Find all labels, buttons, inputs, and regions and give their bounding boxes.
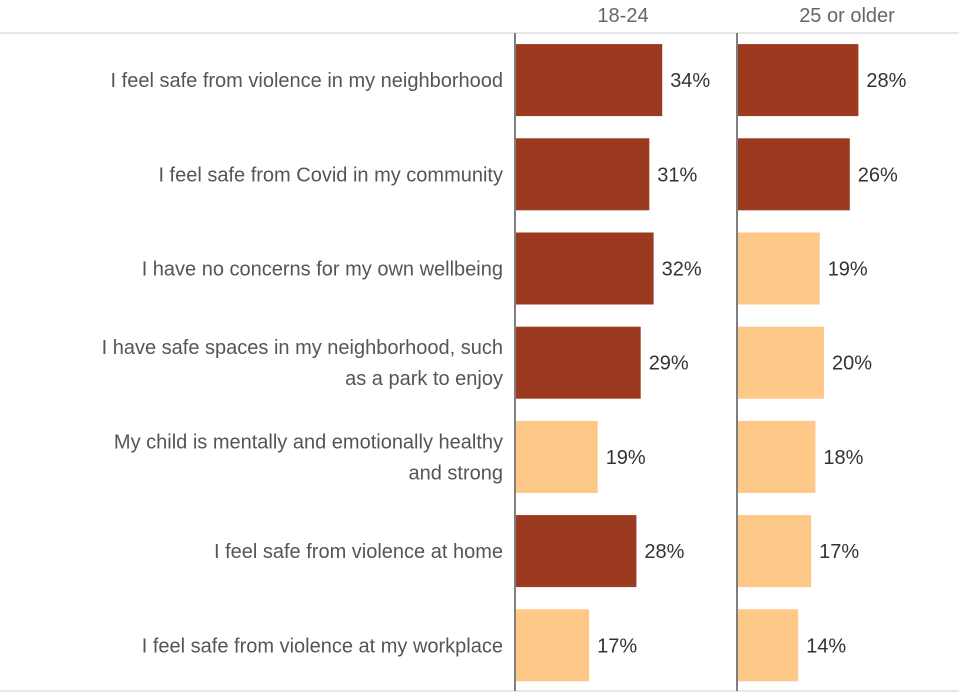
bar: [738, 232, 820, 305]
data-label: 34%: [670, 70, 710, 92]
data-label: 17%: [597, 635, 637, 657]
bar: [738, 420, 816, 493]
bar: [516, 232, 654, 305]
chart-frame: [0, 32, 959, 692]
data-label: 26%: [858, 164, 898, 186]
data-label: 29%: [649, 353, 689, 375]
category-label: I feel safe from violence at my workplac…: [142, 635, 503, 657]
bar: [516, 420, 598, 493]
data-label: 32%: [662, 259, 702, 281]
data-label: 18%: [823, 447, 863, 469]
category-label: I have no concerns for my own wellbeing: [142, 259, 503, 281]
data-label: 19%: [828, 259, 868, 281]
category-label: My child is mentally and emotionally hea…: [114, 431, 503, 453]
bar: [516, 609, 590, 682]
bar: [738, 138, 850, 211]
data-label: 20%: [832, 353, 872, 375]
data-label: 14%: [806, 635, 846, 657]
column-header: 18-24: [597, 5, 648, 27]
category-label: I feel safe from violence at home: [214, 541, 503, 563]
bar: [516, 138, 650, 211]
bar: [738, 515, 812, 588]
data-label: 19%: [606, 447, 646, 469]
column-header: 25 or older: [799, 5, 895, 27]
value-labels: 34% 31% 32% 29% 19% 28% 17% 28% 26% 19% 20% 18% 17% 1…: [597, 70, 907, 657]
bar: [738, 326, 824, 399]
bar: [516, 44, 663, 117]
bar: [738, 609, 799, 682]
category-label: and strong: [408, 462, 503, 484]
data-label: 31%: [657, 164, 697, 186]
column-headers: 18-24 25 or older: [597, 5, 895, 27]
category-label: I have safe spaces in my neighborhood, s…: [102, 337, 503, 359]
category-label: as a park to enjoy: [345, 368, 503, 390]
data-label: 28%: [644, 541, 684, 563]
category-label: I feel safe from Covid in my community: [158, 164, 503, 186]
bar: [738, 44, 859, 117]
data-label: 17%: [819, 541, 859, 563]
bar: [516, 326, 641, 399]
bar: [516, 515, 637, 588]
bars: [516, 44, 859, 682]
category-labels: I feel safe from violence in my neighbor…: [102, 70, 503, 657]
data-label: 28%: [866, 70, 906, 92]
category-label: I feel safe from violence in my neighbor…: [111, 70, 503, 92]
